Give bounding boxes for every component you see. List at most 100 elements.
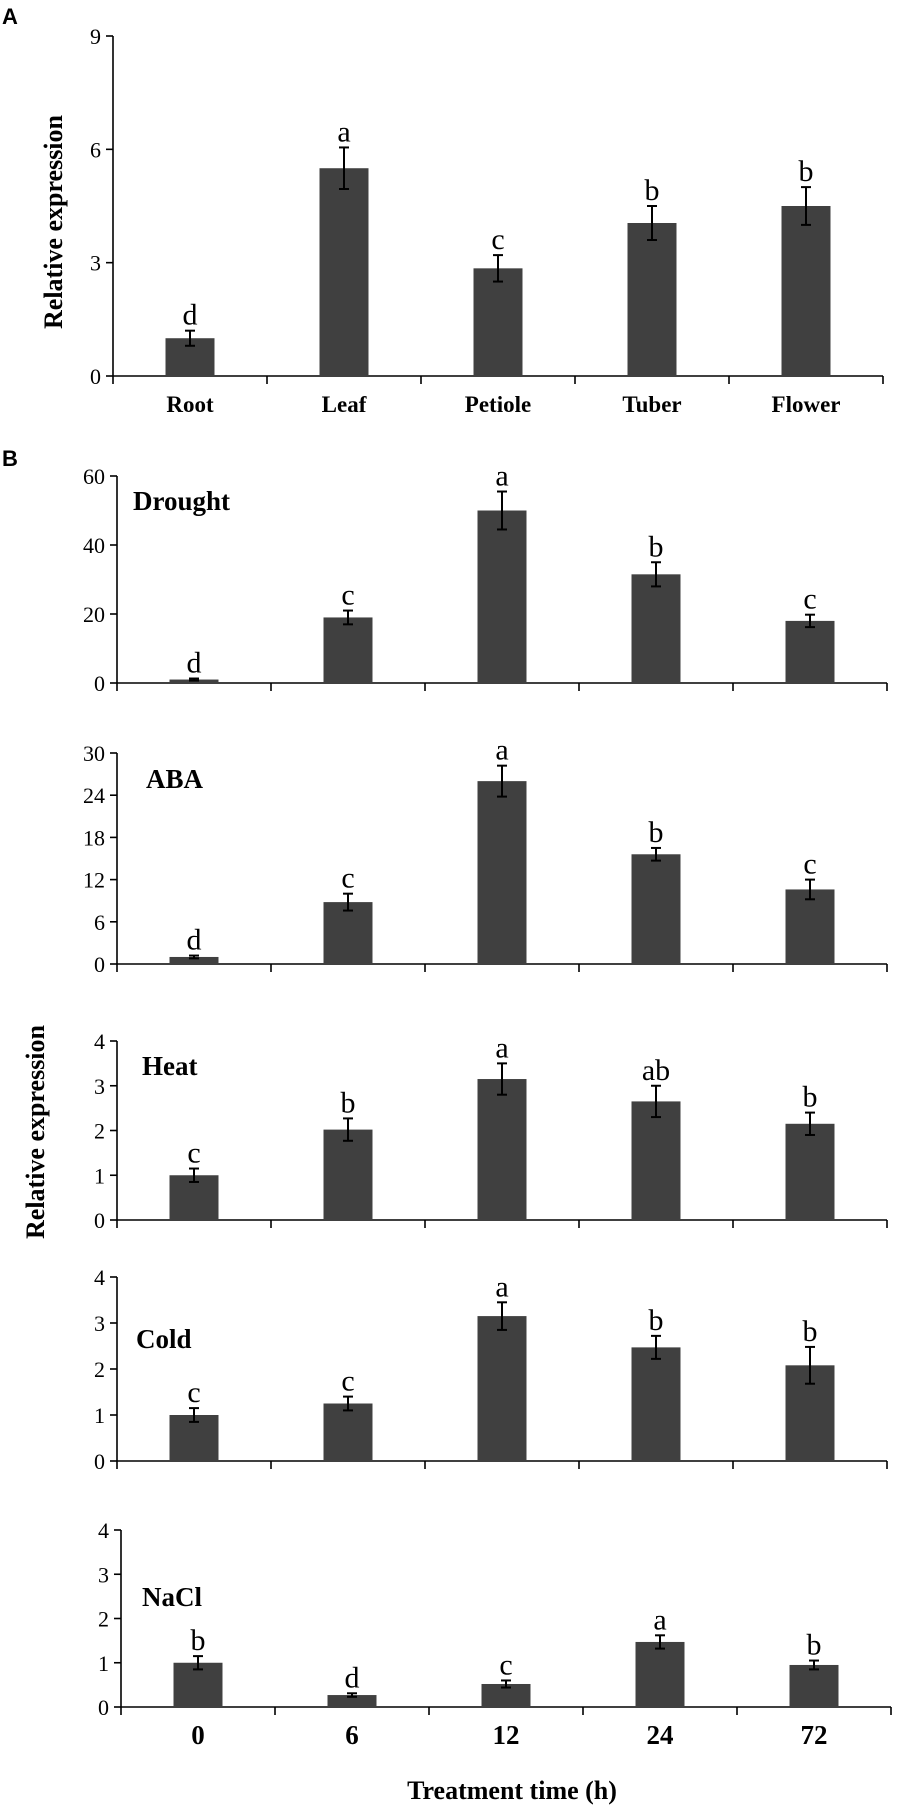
x-tick-label: 0 [191, 1720, 205, 1750]
significance-letter: b [649, 1304, 664, 1337]
chart-panel-drought: 0 20 40 60 d c a b c Drought [83, 460, 888, 696]
x-tick-label: Root [166, 392, 214, 417]
y-tick-label: 1 [98, 1651, 109, 1676]
y-tick-label: 0 [94, 1208, 105, 1233]
bar [477, 1079, 527, 1220]
y-tick-label: 2 [94, 1119, 105, 1144]
bar [631, 854, 681, 964]
y-tick-label: 6 [94, 910, 105, 935]
significance-letter: c [187, 1376, 200, 1409]
significance-letter: c [341, 579, 354, 612]
bar [785, 889, 835, 964]
chart-panel-a: 0 3 6 9 d Root a Leaf c Petiole b Tuber b Flower [90, 24, 884, 417]
y-tick-label: 0 [94, 1449, 105, 1474]
bar [327, 1695, 377, 1707]
bar [627, 223, 677, 376]
bar [477, 510, 527, 683]
x-tick-label: 24 [647, 1720, 674, 1750]
panel-b-y-axis-title: Relative expression [21, 1024, 50, 1239]
bar [319, 168, 369, 376]
chart-panel-aba: 0 6 12 18 24 30 d c a b c ABA [83, 734, 888, 977]
x-tick-label: 12 [493, 1720, 520, 1750]
y-tick-label: 2 [94, 1357, 105, 1382]
y-tick-label: 1 [94, 1163, 105, 1188]
bar [477, 1316, 527, 1461]
y-tick-label: 4 [94, 1265, 105, 1290]
chart-panel-heat: 0 1 2 3 4 c b a ab b Heat [94, 1029, 888, 1233]
significance-letter: ab [642, 1054, 670, 1087]
bar [323, 1403, 373, 1461]
treatment-label: Drought [133, 486, 230, 516]
significance-letter: b [803, 1081, 818, 1114]
y-tick-label: 3 [94, 1074, 105, 1099]
significance-letter: b [649, 816, 664, 849]
bar [631, 1347, 681, 1461]
y-tick-label: 20 [83, 602, 105, 627]
panel-a-y-axis-title: Relative expression [39, 114, 68, 329]
y-tick-label: 6 [90, 137, 101, 162]
y-tick-label: 0 [94, 952, 105, 977]
significance-letter: d [345, 1661, 360, 1694]
y-tick-label: 3 [90, 251, 101, 276]
significance-letter: a [495, 734, 508, 767]
significance-letter: b [803, 1315, 818, 1348]
x-tick-label: Leaf [322, 392, 367, 417]
x-tick-label: 6 [345, 1720, 359, 1750]
bar [481, 1683, 531, 1707]
significance-letter: a [495, 460, 508, 493]
y-tick-label: 40 [83, 533, 105, 558]
significance-letter: a [495, 1031, 508, 1064]
significance-letter: d [187, 924, 202, 957]
bar [631, 574, 681, 683]
significance-letter: c [803, 583, 816, 616]
treatment-label: Heat [142, 1051, 197, 1081]
significance-letter: a [337, 115, 350, 148]
significance-letter: c [187, 1137, 200, 1170]
treatment-label: Cold [136, 1324, 192, 1354]
bar [781, 206, 831, 376]
y-tick-label: 12 [83, 868, 105, 893]
significance-letter: b [645, 174, 660, 207]
significance-letter: c [341, 862, 354, 895]
x-tick-label: Petiole [465, 392, 531, 417]
y-tick-label: 4 [98, 1518, 109, 1543]
treatment-label: ABA [146, 764, 204, 794]
significance-letter: c [491, 223, 504, 256]
y-tick-label: 3 [94, 1311, 105, 1336]
bar [473, 268, 523, 376]
y-tick-label: 9 [90, 24, 101, 49]
bar [169, 956, 219, 964]
y-tick-label: 0 [98, 1695, 109, 1720]
y-tick-label: 2 [98, 1607, 109, 1632]
significance-letter: c [803, 848, 816, 881]
significance-letter: b [799, 155, 814, 188]
y-tick-label: 0 [90, 364, 101, 389]
x-tick-label: 72 [801, 1720, 828, 1750]
y-tick-label: 3 [98, 1562, 109, 1587]
significance-letter: d [183, 299, 198, 332]
x-tick-label: Tuber [622, 392, 681, 417]
x-tick-label: Flower [772, 392, 841, 417]
bar [789, 1664, 839, 1707]
bar [477, 781, 527, 964]
bar [631, 1101, 681, 1220]
bar [323, 902, 373, 964]
significance-letter: a [653, 1603, 666, 1636]
bar [323, 1129, 373, 1220]
y-tick-label: 1 [94, 1403, 105, 1428]
significance-letter: b [191, 1624, 206, 1657]
y-tick-label: 30 [83, 741, 105, 766]
y-tick-label: 24 [83, 783, 105, 808]
y-tick-label: 18 [83, 825, 105, 850]
y-tick-label: 0 [94, 671, 105, 696]
bar [785, 1123, 835, 1220]
significance-letter: c [341, 1365, 354, 1398]
panel-b-x-axis-title: Treatment time (h) [407, 1776, 617, 1805]
significance-letter: c [499, 1648, 512, 1681]
panel-b-letter: B [2, 446, 18, 471]
y-tick-label: 4 [94, 1029, 105, 1054]
bar [323, 617, 373, 683]
treatment-label: NaCl [142, 1582, 202, 1612]
